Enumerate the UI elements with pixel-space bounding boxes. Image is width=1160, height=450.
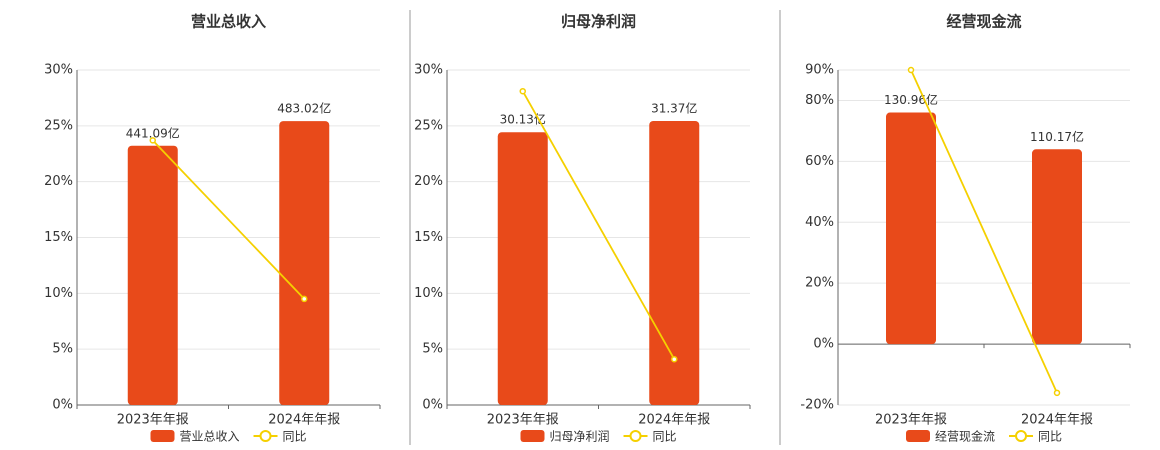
legend-swatch bbox=[1015, 430, 1028, 442]
bar bbox=[886, 112, 936, 345]
chart-title: 营业总收入 bbox=[191, 13, 266, 31]
bar bbox=[127, 145, 178, 406]
y-tick-label: 60% bbox=[805, 154, 834, 169]
x-tick-label: 2024年年报 bbox=[1021, 413, 1093, 428]
line-marker bbox=[149, 137, 156, 144]
y-tick-label: 5% bbox=[52, 342, 73, 357]
legend-swatch bbox=[259, 430, 272, 442]
y-tick-label: 15% bbox=[44, 230, 73, 245]
line bbox=[152, 139, 305, 300]
legend-swatch bbox=[520, 430, 545, 442]
y-tick-label: 0% bbox=[813, 337, 834, 352]
legend-swatch bbox=[150, 430, 175, 442]
y-tick-label: 40% bbox=[805, 215, 834, 230]
x-tick-label: 2024年年报 bbox=[268, 413, 340, 428]
chart-title: 归母净利润 bbox=[561, 13, 636, 31]
data-label: 483.02亿 bbox=[277, 101, 331, 116]
y-tick-label: 15% bbox=[414, 230, 443, 245]
line-marker bbox=[907, 66, 915, 74]
y-tick-label: 30% bbox=[414, 63, 443, 78]
line-marker bbox=[301, 295, 308, 303]
x-tick-label: 2024年年报 bbox=[638, 413, 710, 428]
y-tick-label: 20% bbox=[44, 174, 73, 189]
legend-swatch bbox=[906, 430, 930, 442]
y-tick-label: 5% bbox=[422, 342, 443, 357]
y-tick-label: 80% bbox=[805, 93, 834, 108]
x-tick-label: 2023年年报 bbox=[117, 413, 189, 428]
y-tick-label: 0% bbox=[52, 398, 73, 413]
y-tick-label: 10% bbox=[414, 286, 443, 301]
x-tick-label: 2023年年报 bbox=[875, 413, 947, 428]
bar bbox=[279, 121, 330, 406]
legend-label: 同比 bbox=[1038, 430, 1062, 444]
y-tick-label: 20% bbox=[414, 174, 443, 189]
data-label: 30.13亿 bbox=[500, 112, 546, 127]
x-tick-label: 2023年年报 bbox=[487, 413, 559, 428]
bar bbox=[649, 120, 700, 405]
line bbox=[910, 69, 1058, 394]
legend-label: 营业总收入 bbox=[180, 430, 240, 444]
data-label: 110.17亿 bbox=[1030, 129, 1084, 144]
chart-title: 经营现金流 bbox=[946, 13, 1021, 31]
line bbox=[521, 90, 676, 360]
bar bbox=[497, 132, 548, 405]
line-marker bbox=[1053, 389, 1061, 397]
bar bbox=[1032, 149, 1082, 345]
line-marker bbox=[519, 87, 526, 95]
legend-label: 同比 bbox=[653, 430, 677, 444]
y-tick-label: -20% bbox=[800, 398, 834, 413]
data-label: 130.96亿 bbox=[884, 92, 938, 107]
y-tick-label: 25% bbox=[414, 118, 443, 133]
y-tick-label: 90% bbox=[805, 63, 834, 78]
y-tick-label: 10% bbox=[44, 286, 73, 301]
data-label: 441.09亿 bbox=[126, 125, 180, 140]
y-tick-label: 25% bbox=[44, 118, 73, 133]
legend-label: 经营现金流 bbox=[935, 429, 995, 444]
y-tick-label: 30% bbox=[44, 63, 73, 78]
line-marker bbox=[671, 355, 678, 363]
y-tick-label: 20% bbox=[805, 276, 834, 291]
legend-label: 同比 bbox=[283, 430, 307, 444]
legend-swatch bbox=[629, 430, 642, 442]
y-tick-label: 0% bbox=[422, 398, 443, 413]
legend-label: 归母净利润 bbox=[550, 430, 610, 444]
data-label: 31.37亿 bbox=[651, 100, 697, 115]
